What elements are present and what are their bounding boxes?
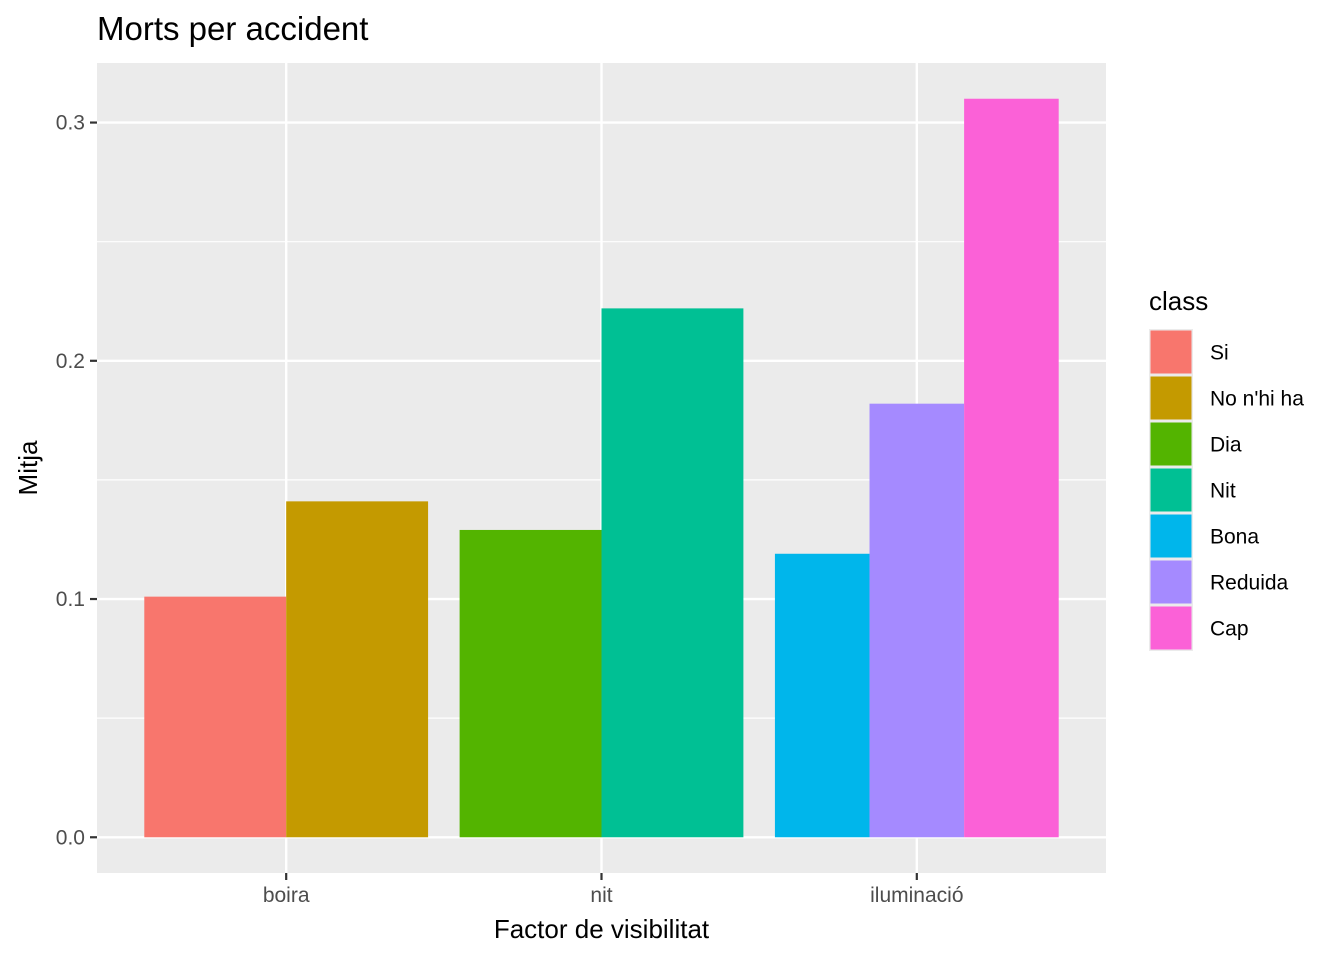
- bar-iluminació-reduida: [869, 403, 965, 838]
- y-tick-label: 0.2: [56, 350, 85, 373]
- bar-boira-no-n-hi-ha: [286, 501, 429, 838]
- x-axis-title: Factor de visibilitat: [494, 914, 710, 944]
- legend-label: Bona: [1210, 526, 1259, 549]
- legend-label: Dia: [1210, 434, 1242, 457]
- legend-swatch: [1150, 330, 1192, 374]
- legend-label: No n'hi ha: [1210, 388, 1304, 411]
- bar-nit-nit: [601, 308, 744, 838]
- bars: [144, 98, 1059, 838]
- y-tick-label: 0.0: [56, 826, 85, 849]
- legend-swatch: [1150, 468, 1192, 512]
- legend-swatch: [1150, 422, 1192, 466]
- x-tick-label: nit: [590, 884, 612, 907]
- bar-nit-dia: [459, 529, 602, 838]
- legend-swatch: [1150, 514, 1192, 558]
- legend-swatch: [1150, 560, 1192, 604]
- y-axis: 0.0 0.1 0.2 0.3: [56, 112, 97, 849]
- y-tick-label: 0.3: [56, 112, 85, 135]
- legend: class Si No n'hi ha Dia Nit Bona Reduida Cap: [1149, 286, 1304, 651]
- y-axis-title: Mitja: [13, 440, 43, 495]
- x-tick-label: boira: [263, 884, 310, 907]
- x-tick-label: iluminació: [870, 884, 963, 907]
- x-axis: boira nit iluminació: [263, 873, 964, 907]
- legend-swatch: [1150, 606, 1192, 650]
- bar-boira-si: [144, 596, 287, 838]
- chart-title: Morts per accident: [97, 10, 368, 47]
- legend-label: Si: [1210, 342, 1229, 365]
- bar-iluminació-cap: [964, 98, 1059, 838]
- legend-label: Cap: [1210, 618, 1249, 641]
- legend-title: class: [1149, 286, 1208, 316]
- bar-iluminació-bona: [774, 553, 870, 838]
- legend-label: Reduida: [1210, 572, 1289, 595]
- y-tick-label: 0.1: [56, 588, 85, 611]
- legend-swatch: [1150, 376, 1192, 420]
- legend-label: Nit: [1210, 480, 1236, 503]
